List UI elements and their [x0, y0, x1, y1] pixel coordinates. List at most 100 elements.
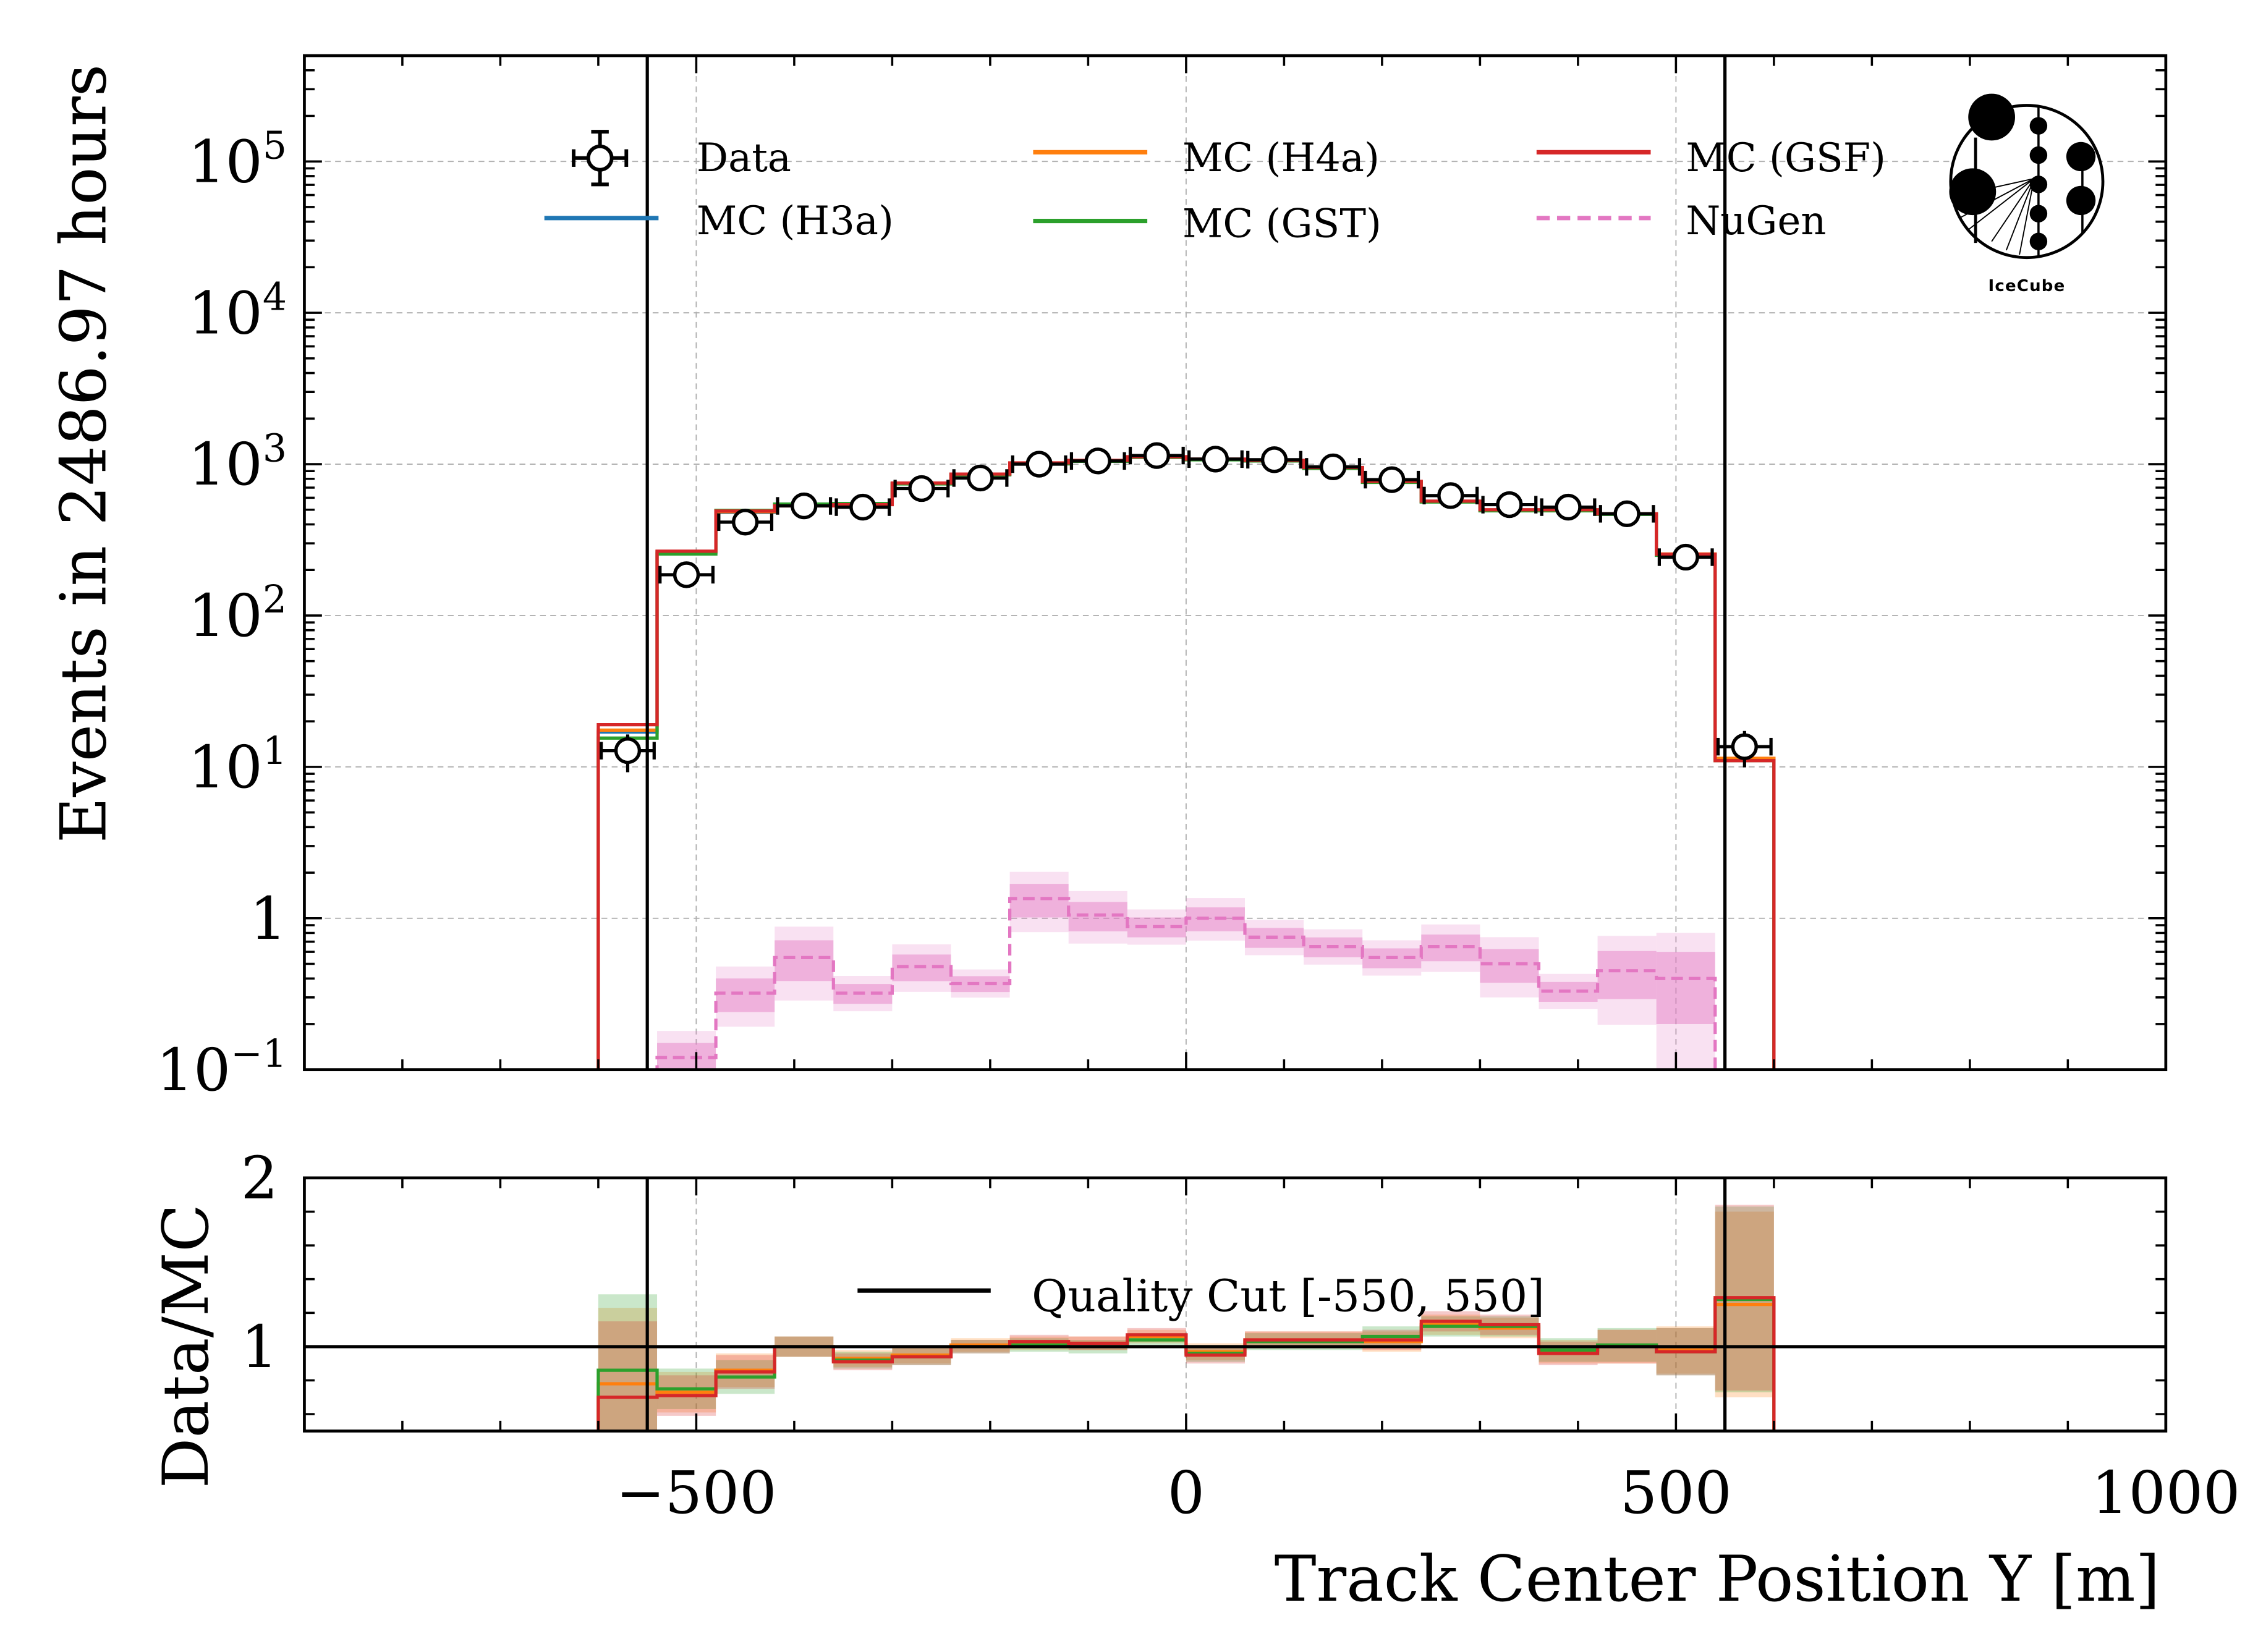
main-grid	[304, 56, 2167, 1070]
data-marker	[1496, 491, 1523, 519]
data-marker	[614, 737, 642, 765]
data-marker	[791, 492, 818, 520]
legend: Data MC (H3a) MC (H4a) MC (GST) MC (GSF)…	[544, 130, 1886, 247]
nugen-band-inner	[657, 1043, 716, 1070]
legend-item-h3a: MC (H3a)	[544, 198, 894, 244]
main-ticks	[304, 54, 2167, 1071]
data-point	[1598, 500, 1655, 528]
main-ytick-labels: 10−1 1 101 102 103 104 105	[156, 123, 287, 1104]
legend-label-h4a: MC (H4a)	[1182, 135, 1380, 181]
legend-label-data: Data	[697, 135, 791, 181]
nugen-band-outer	[1068, 891, 1127, 944]
y-tick-label: 104	[188, 274, 287, 347]
x-axis-title: Track Center Position Y [m]	[1275, 1543, 2160, 1616]
legend-item-gsf: MC (GSF)	[1536, 135, 1886, 181]
data-marker	[849, 493, 876, 521]
data-point	[1011, 451, 1067, 478]
nugen-band-outer	[1009, 871, 1069, 933]
data-point	[1422, 482, 1479, 509]
data-marker	[1260, 446, 1288, 473]
data-marker	[1378, 466, 1406, 493]
data-point	[600, 734, 656, 773]
quality-cut-label: Quality Cut [-550, 550]	[1032, 1270, 1545, 1321]
nugen-step-line	[655, 897, 1717, 1070]
nugen-band-inner	[1597, 951, 1657, 999]
legend-item-data: Data	[572, 130, 791, 187]
data-point	[1481, 491, 1538, 519]
data-point	[1246, 446, 1302, 473]
data-marker	[1613, 500, 1640, 528]
ratio-y-tick-label: 1	[241, 1313, 278, 1381]
data-point	[952, 464, 1009, 492]
nugen-band-outer	[1597, 936, 1657, 1025]
data-point	[1128, 442, 1185, 469]
nugen-band-inner	[716, 978, 775, 1012]
legend-label-h3a: MC (H3a)	[697, 198, 894, 244]
y-tick-label: 10−1	[156, 1031, 287, 1104]
legend-item-gst: MC (GST)	[1033, 201, 1382, 247]
data-marker	[1025, 451, 1053, 478]
main-plot-area	[596, 56, 1776, 1070]
data-marker	[673, 561, 700, 588]
y-tick-label: 105	[188, 123, 287, 196]
quality-cut-legend: Quality Cut [-550, 550]	[857, 1270, 1545, 1321]
nugen-band-inner	[775, 940, 834, 981]
nugen-band-outer	[657, 1031, 716, 1070]
data-point	[776, 492, 833, 520]
icecube-logo-icon: IceCube	[1949, 93, 2105, 295]
ratio-step-line-mcgsf	[596, 1296, 1776, 1431]
data-point	[1657, 543, 1714, 571]
nugen-band-inner	[1480, 949, 1539, 983]
data-marker	[1555, 493, 1582, 521]
nugen-band-inner	[1068, 902, 1127, 932]
data-marker	[908, 475, 935, 502]
data-point	[1716, 731, 1773, 768]
data-marker	[1319, 453, 1347, 481]
data-point	[893, 475, 950, 502]
x-tick-label: 1000	[2091, 1459, 2240, 1527]
nugen-band-outer	[1421, 924, 1480, 972]
y-tick-label: 1	[250, 885, 287, 953]
x-tick-label: 0	[1168, 1459, 1205, 1527]
data-marker	[1437, 482, 1464, 509]
data-marker	[967, 464, 994, 492]
nugen-band-inner	[1009, 884, 1069, 918]
data-marker	[1084, 447, 1111, 475]
legend-item-nugen: NuGen	[1536, 198, 1826, 244]
nugen-band-inner	[1656, 952, 1715, 1024]
nugen-band-outer	[775, 926, 834, 1001]
y-tick-label: 103	[188, 426, 287, 499]
data-point	[1305, 453, 1362, 481]
nugen-band-outer	[892, 944, 951, 992]
data-marker	[1143, 442, 1171, 469]
ratio-axes-frame	[303, 1176, 2168, 1433]
data-marker	[1731, 733, 1758, 760]
y-tick-label: 101	[188, 729, 287, 802]
data-point	[658, 561, 715, 588]
nugen-band-outer	[716, 966, 775, 1027]
nugen-band-outer	[1656, 933, 1715, 1070]
main-panel: 10−1 1 101 102 103 104 105 Events in 2486.97 h…	[48, 54, 2168, 1104]
y-tick-label: 102	[188, 577, 287, 650]
ratio-ytick-labels: 12	[241, 1145, 278, 1381]
x-tick-label: 500	[1620, 1459, 1732, 1527]
data-marker	[732, 509, 759, 536]
data-point	[1364, 466, 1420, 493]
y-axis-title-ratio: Data/MC	[150, 1204, 223, 1488]
ratio-plot-area	[304, 1177, 2166, 1431]
ratio-panel: 12 −500 0 500 1000 Quality Cut [-550, 550] …	[150, 1145, 2240, 1616]
data-marker-icon	[572, 130, 629, 187]
icecube-logo-text: IceCube	[1988, 277, 2065, 295]
data-marker	[1672, 543, 1699, 571]
nugen-band-outer	[1480, 937, 1539, 998]
mc-step-line-mcgsf	[596, 455, 1776, 1070]
data-point	[1540, 493, 1597, 521]
x-tick-label: −500	[616, 1459, 776, 1527]
main-axes-frame	[303, 54, 2168, 1072]
legend-label-gst: MC (GST)	[1182, 201, 1382, 247]
data-point	[1069, 447, 1126, 475]
ratio-y-tick-label: 2	[241, 1145, 278, 1213]
y-axis-title-main: Events in 2486.97 hours	[48, 64, 121, 843]
legend-item-h4a: MC (H4a)	[1033, 135, 1380, 181]
